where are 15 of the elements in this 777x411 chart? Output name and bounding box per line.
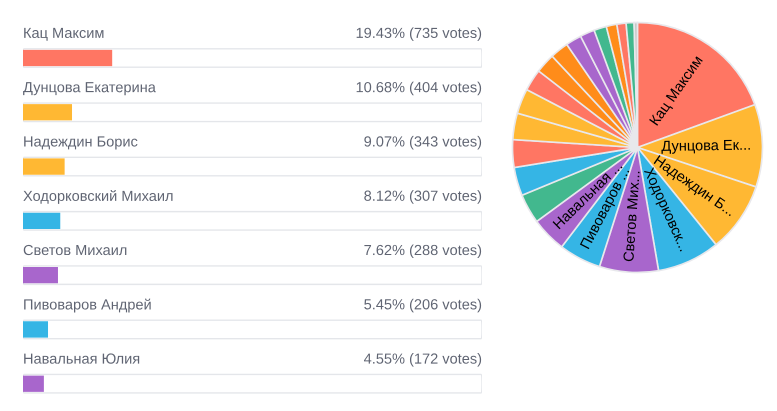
data-label: 9.07% (343 votes) xyxy=(364,136,482,150)
y-tick-label: Навальная Юлия xyxy=(24,353,140,364)
data-label: 19.43% (735 votes) xyxy=(356,27,482,41)
data-label: 7.62% (288 votes) xyxy=(364,244,482,258)
y-tick-label: Кац Максим xyxy=(24,28,104,41)
y-tick-label: Пивоваров Андрей xyxy=(24,298,151,312)
data-label: 5.45% (206 votes) xyxy=(364,298,482,312)
data-label: 10.68% (404 votes) xyxy=(356,82,482,96)
data-label: 8.12% (307 votes) xyxy=(364,190,482,204)
y-tick-label: Светов Михаил xyxy=(24,244,126,256)
y-tick-label: Надеждин Борис xyxy=(24,136,138,150)
y-tick-label: Ходорковский Михаил xyxy=(23,190,173,204)
slice-label: Дунцова Ек... xyxy=(661,140,750,154)
y-tick-label: Дунцова Екатерина xyxy=(23,82,156,96)
data-label: 4.55% (172 votes) xyxy=(364,353,482,367)
